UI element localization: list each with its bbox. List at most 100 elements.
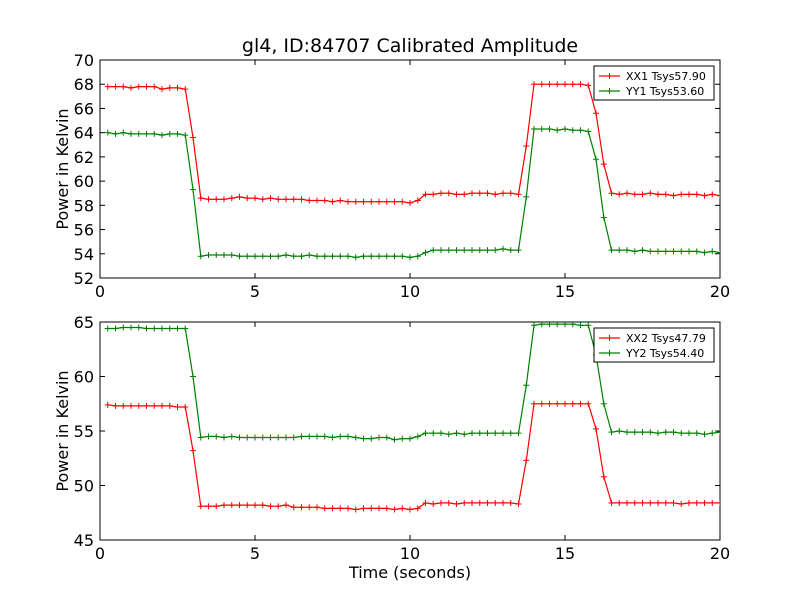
- data-point: [569, 81, 576, 88]
- data-point: [717, 192, 720, 199]
- data-point: [143, 325, 150, 332]
- data-point: [337, 433, 344, 440]
- data-point: [554, 81, 561, 88]
- data-point: [283, 196, 289, 203]
- data-point: [159, 402, 165, 409]
- data-point: [174, 84, 181, 91]
- data-point: [360, 198, 367, 205]
- data-point: [639, 499, 646, 506]
- data-point: [166, 325, 173, 332]
- data-point: [647, 248, 654, 255]
- data-point: [662, 499, 669, 506]
- data-point: [461, 499, 468, 506]
- data-point: [252, 195, 258, 202]
- data-point: [259, 502, 266, 509]
- data-point: [430, 501, 437, 508]
- data-point: [655, 430, 661, 437]
- data-point: [639, 247, 646, 254]
- x-tick-label: 10: [400, 544, 420, 563]
- legend: XX2 Tsys47.79 YY2 Tsys54.40: [593, 327, 715, 363]
- y-tick-label: 66: [74, 99, 94, 118]
- data-point: [686, 191, 692, 198]
- series-line: [107, 83, 720, 204]
- data-point: [484, 430, 491, 437]
- data-point: [128, 402, 134, 409]
- legend-box: [593, 327, 715, 363]
- data-point: [159, 325, 165, 332]
- data-point: [376, 434, 382, 441]
- data-point: [383, 198, 390, 205]
- x-tick-label: 15: [555, 282, 575, 301]
- data-point: [399, 435, 406, 442]
- y-tick-label: 68: [74, 75, 94, 94]
- data-point: [128, 324, 134, 331]
- data-point: [531, 322, 537, 329]
- data-point: [608, 429, 615, 436]
- data-point: [135, 83, 142, 90]
- data-point: [624, 190, 630, 197]
- data-point: [608, 190, 615, 197]
- y-tick-label: 70: [74, 51, 94, 70]
- data-point: [515, 191, 522, 198]
- data-point: [461, 191, 468, 198]
- data-point: [128, 130, 134, 137]
- data-point: [236, 434, 243, 441]
- series-line: [107, 403, 720, 511]
- data-point: [414, 433, 421, 440]
- data-point: [500, 190, 506, 197]
- data-point: [190, 447, 196, 454]
- data-point: [500, 499, 506, 506]
- data-point: [717, 429, 720, 436]
- data-point: [655, 191, 661, 198]
- data-point: [360, 435, 367, 442]
- data-point: [360, 253, 367, 260]
- data-point: [383, 434, 390, 441]
- data-point: [228, 502, 235, 509]
- data-point: [476, 190, 483, 197]
- data-point: [267, 253, 274, 260]
- data-point: [228, 433, 235, 440]
- data-point: [500, 430, 506, 437]
- data-point: [205, 196, 212, 203]
- data-point: [182, 86, 189, 93]
- data-point: [531, 400, 537, 407]
- data-point: [709, 499, 716, 506]
- data-point: [407, 254, 413, 261]
- data-point: [376, 505, 382, 512]
- data-point: [252, 502, 258, 509]
- data-point: [476, 430, 483, 437]
- data-point: [112, 130, 119, 137]
- data-point: [662, 429, 669, 436]
- legend: XX1 Tsys57.90 YY1 Tsys53.60: [593, 65, 715, 101]
- data-point: [368, 198, 375, 205]
- data-point: [329, 505, 336, 512]
- data-point: [453, 191, 460, 198]
- data-point: [337, 505, 344, 512]
- data-point: [678, 248, 685, 255]
- data-point: [430, 191, 437, 198]
- data-point: [562, 322, 568, 328]
- data-point: [205, 433, 212, 440]
- data-point: [624, 247, 630, 254]
- data-point: [290, 434, 297, 441]
- data-point: [352, 434, 359, 441]
- data-point: [546, 322, 553, 328]
- data-point: [577, 81, 584, 88]
- data-point: [244, 434, 251, 441]
- data-point: [593, 156, 599, 163]
- data-point: [275, 196, 282, 203]
- data-point: [298, 196, 305, 203]
- data-point: [569, 127, 576, 134]
- data-point: [306, 433, 313, 440]
- legend-label: XX2 Tsys47.79: [626, 332, 706, 345]
- data-point: [492, 430, 499, 437]
- data-point: [662, 248, 669, 255]
- data-point: [399, 253, 406, 260]
- y-axis-label: Power in Kelvin: [53, 108, 72, 229]
- data-point: [686, 430, 692, 437]
- data-point: [120, 129, 127, 136]
- data-point: [151, 325, 158, 332]
- data-point: [383, 253, 390, 260]
- data-point: [399, 198, 406, 205]
- data-point: [678, 501, 685, 508]
